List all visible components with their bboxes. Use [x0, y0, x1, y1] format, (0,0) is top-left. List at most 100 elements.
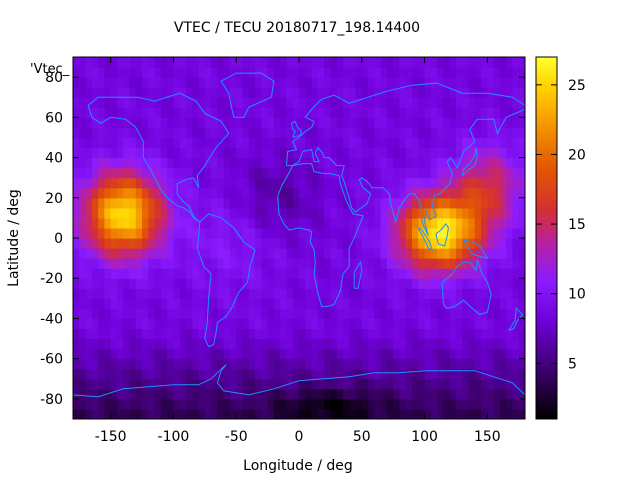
- heatmap-cell: [186, 107, 193, 118]
- heatmap-cell: [430, 187, 438, 199]
- heatmap-cell: [368, 318, 375, 330]
- heatmap-cell: [361, 258, 369, 269]
- heatmap-cell: [242, 77, 250, 88]
- heatmap-cell: [223, 368, 231, 380]
- heatmap-cell: [399, 268, 407, 279]
- heatmap-cell: [236, 57, 244, 68]
- heatmap-cell: [116, 278, 124, 289]
- heatmap-cell: [412, 137, 419, 149]
- heatmap-cell: [167, 288, 175, 299]
- heatmap-cell: [73, 107, 80, 118]
- heatmap-cell: [85, 258, 93, 269]
- heatmap-cell: [412, 177, 419, 189]
- heatmap-cell: [261, 268, 269, 279]
- heatmap-cell: [481, 338, 488, 350]
- heatmap-cell: [173, 338, 181, 350]
- heatmap-cell: [368, 408, 375, 419]
- heatmap-cell: [192, 97, 200, 108]
- heatmap-cell: [292, 177, 300, 189]
- heatmap-cell: [361, 77, 369, 88]
- heatmap-cell: [487, 358, 495, 370]
- heatmap-cell: [311, 187, 319, 199]
- heatmap-cell: [186, 278, 193, 289]
- heatmap-cell: [273, 368, 281, 380]
- heatmap-cell: [110, 238, 118, 249]
- heatmap-cell: [374, 137, 382, 149]
- heatmap-cell: [380, 177, 388, 189]
- heatmap-cell: [430, 117, 438, 128]
- heatmap-cell: [374, 358, 382, 370]
- heatmap-cell: [173, 67, 181, 78]
- heatmap-cell: [292, 77, 300, 88]
- heatmap-cell: [518, 268, 525, 279]
- heatmap-cell: [462, 177, 470, 189]
- heatmap-cell: [405, 107, 413, 118]
- heatmap-cell: [424, 258, 432, 269]
- heatmap-cell: [412, 187, 419, 199]
- heatmap-cell: [506, 268, 514, 279]
- heatmap-cell: [167, 107, 175, 118]
- heatmap-cell: [148, 177, 156, 189]
- heatmap-cell: [154, 338, 162, 350]
- heatmap-cell: [512, 117, 520, 128]
- heatmap-cell: [286, 67, 294, 78]
- heatmap-cell: [374, 308, 382, 320]
- heatmap-cell: [292, 278, 300, 289]
- heatmap-cell: [437, 358, 444, 370]
- heatmap-cell: [167, 97, 175, 108]
- heatmap-cell: [399, 207, 407, 219]
- heatmap-cell: [91, 298, 99, 309]
- heatmap-cell: [204, 117, 212, 128]
- heatmap-cell: [211, 77, 218, 88]
- heatmap-cell: [487, 348, 495, 360]
- heatmap-cell: [79, 398, 87, 410]
- heatmap-cell: [412, 197, 419, 209]
- heatmap-cell: [255, 157, 262, 169]
- heatmap-cell: [167, 258, 175, 269]
- heatmap-cell: [399, 117, 407, 128]
- heatmap-cell: [104, 348, 112, 360]
- heatmap-cell: [104, 127, 112, 139]
- heatmap-cell: [412, 308, 419, 320]
- heatmap-cell: [129, 278, 137, 289]
- heatmap-cell: [468, 177, 476, 189]
- heatmap-cell: [418, 378, 426, 390]
- heatmap-cell: [355, 77, 363, 88]
- heatmap-cell: [455, 398, 463, 410]
- heatmap-cell: [148, 358, 156, 370]
- heatmap-cell: [217, 288, 225, 299]
- heatmap-cell: [217, 308, 225, 320]
- heatmap-cell: [154, 398, 162, 410]
- heatmap-cell: [186, 137, 193, 149]
- heatmap-cell: [217, 258, 225, 269]
- heatmap-cell: [116, 207, 124, 219]
- heatmap-cell: [179, 368, 187, 380]
- heatmap-cell: [405, 137, 413, 149]
- heatmap-cell: [91, 227, 99, 239]
- heatmap-cell: [179, 238, 187, 249]
- heatmap-cell: [462, 378, 470, 390]
- heatmap-cell: [499, 177, 507, 189]
- heatmap-cell: [355, 197, 363, 209]
- heatmap-cell: [305, 298, 313, 309]
- heatmap-cell: [512, 258, 520, 269]
- x-axis-ticks: -150 -100 -50 0 50 100 150: [95, 57, 501, 445]
- heatmap-cell: [506, 147, 514, 159]
- heatmap-cell: [85, 288, 93, 299]
- heatmap-cell: [336, 57, 344, 68]
- heatmap-cell: [273, 308, 281, 320]
- heatmap-cell: [79, 268, 87, 279]
- heatmap-cell: [481, 268, 488, 279]
- heatmap-cell: [518, 137, 525, 149]
- heatmap-cell: [160, 348, 168, 360]
- heatmap-cell: [255, 77, 262, 88]
- heatmap-cell: [192, 358, 200, 370]
- heatmap-cell: [405, 67, 413, 78]
- heatmap-cell: [349, 217, 357, 229]
- heatmap-cell: [198, 107, 206, 118]
- heatmap-cell: [361, 57, 369, 68]
- heatmap-cell: [242, 248, 250, 259]
- heatmap-cell: [405, 398, 413, 410]
- heatmap-cell: [79, 97, 87, 108]
- heatmap-cell: [273, 217, 281, 229]
